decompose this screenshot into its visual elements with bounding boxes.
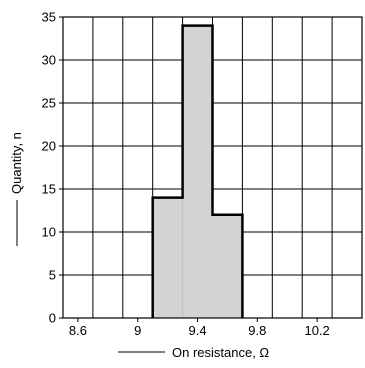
y-tick-label: 35 (42, 10, 56, 25)
plot-border (62, 16, 363, 319)
x-tick-label: 10.2 (304, 323, 329, 338)
y-tick-label: 25 (42, 96, 56, 111)
histogram-bar (152, 197, 183, 318)
y-axis-label-group: Quantity, n (9, 132, 24, 246)
y-tick-label: 10 (42, 225, 56, 240)
y-tick-label: 30 (42, 53, 56, 68)
y-axis-label: Quantity, n (9, 132, 24, 194)
y-tick-label: 20 (42, 139, 56, 154)
x-tick-label: 8.6 (69, 323, 87, 338)
y-tick-label: 5 (49, 268, 56, 283)
plot-frame (62, 16, 363, 319)
x-axis-label-group: On resistance, Ω (118, 345, 269, 360)
tick-labels: 0 5 10 15 20 25 30 35 8.6 9 9.4 9.8 10.2 (42, 10, 330, 339)
x-tick-label: 9.4 (189, 323, 207, 338)
histogram-outline (151, 24, 244, 318)
histogram-bar (182, 25, 213, 318)
x-tick-label: 9 (134, 323, 141, 338)
x-tick-label: 9.8 (248, 323, 266, 338)
y-tick-label: 15 (42, 182, 56, 197)
y-tick-label: 0 (49, 311, 56, 326)
x-axis-label: On resistance, Ω (172, 345, 269, 360)
bars (151, 24, 244, 318)
histogram-bar (212, 214, 243, 318)
